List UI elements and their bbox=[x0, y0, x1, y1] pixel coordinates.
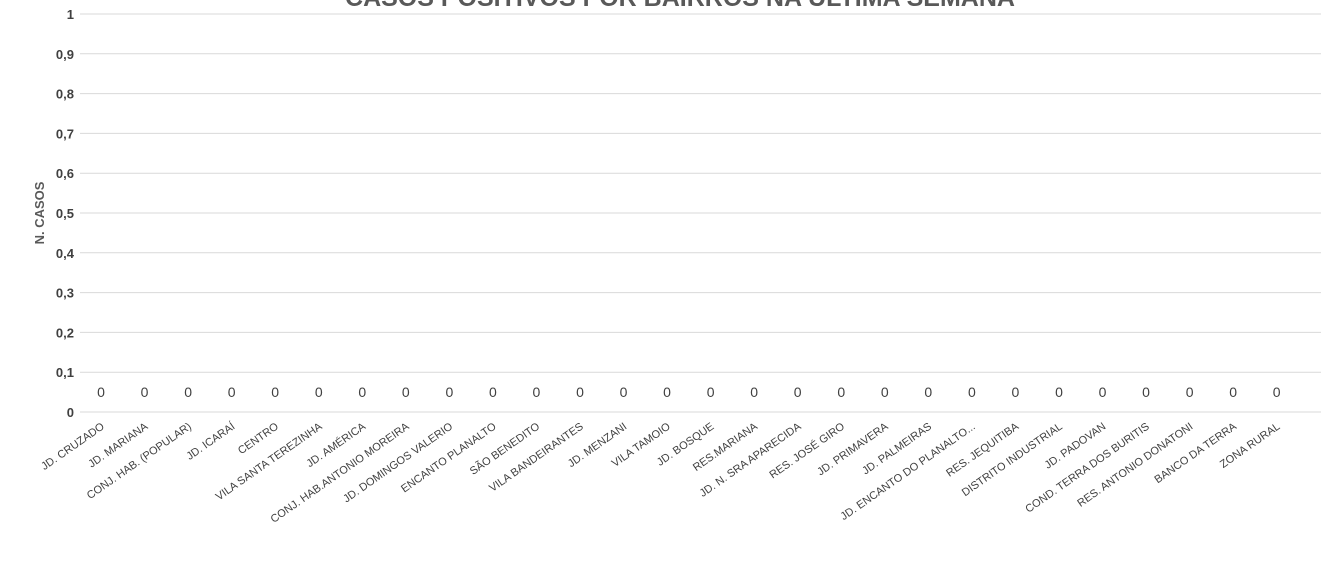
y-tick-label: 0,8 bbox=[56, 87, 74, 102]
data-label: 0 bbox=[1055, 384, 1063, 400]
x-category-label: JD. ICARAÍ bbox=[184, 419, 238, 462]
x-category-label: RES. JOSÉ GIRO bbox=[767, 420, 847, 482]
x-category-label: SÃO BENEDITO bbox=[467, 420, 542, 478]
y-tick-label: 0,4 bbox=[56, 246, 75, 261]
data-label: 0 bbox=[837, 384, 845, 400]
data-label: 0 bbox=[358, 384, 366, 400]
data-label: 0 bbox=[184, 384, 192, 400]
data-label: 0 bbox=[750, 384, 758, 400]
data-label: 0 bbox=[445, 384, 453, 400]
y-tick-label: 0,1 bbox=[56, 365, 74, 380]
gridlines bbox=[80, 13, 1321, 413]
data-label: 0 bbox=[1229, 384, 1237, 400]
y-tick-label: 0 bbox=[67, 405, 74, 420]
y-tick-label: 0,3 bbox=[56, 286, 74, 301]
y-tick-label: 0,6 bbox=[56, 166, 74, 181]
data-label: 0 bbox=[924, 384, 932, 400]
data-label: 0 bbox=[533, 384, 541, 400]
x-category-label: RES. JEQUITIBA bbox=[944, 420, 1022, 479]
y-axis-ticks: 0 0,1 0,2 0,3 0,4 0,5 0,6 0,7 0,8 0,9 1 bbox=[56, 7, 75, 420]
y-tick-label: 0,7 bbox=[56, 126, 74, 141]
data-labels: 0 0 0 0 0 0 0 0 0 0 0 0 0 0 0 0 0 0 0 0 0 0 0 0 0 0 0 0 bbox=[97, 384, 1281, 400]
data-label: 0 bbox=[707, 384, 715, 400]
data-label: 0 bbox=[663, 384, 671, 400]
data-label: 0 bbox=[794, 384, 802, 400]
data-label: 0 bbox=[315, 384, 323, 400]
data-label: 0 bbox=[881, 384, 889, 400]
data-label: 0 bbox=[1186, 384, 1194, 400]
data-label: 0 bbox=[1273, 384, 1281, 400]
data-label: 0 bbox=[968, 384, 976, 400]
data-label: 0 bbox=[1012, 384, 1020, 400]
data-label: 0 bbox=[271, 384, 279, 400]
data-label: 0 bbox=[141, 384, 149, 400]
y-tick-label: 0,5 bbox=[56, 206, 74, 221]
data-label: 0 bbox=[1142, 384, 1150, 400]
y-tick-label: 0,2 bbox=[56, 325, 74, 340]
data-label: 0 bbox=[576, 384, 584, 400]
chart-title: CASOS POSITIVOS POR BAIRROS NA ÚLTIMA SE… bbox=[345, 0, 1015, 12]
data-label: 0 bbox=[97, 384, 105, 400]
data-label: 0 bbox=[228, 384, 236, 400]
y-axis-label: N. CASOS bbox=[32, 181, 47, 244]
x-category-label: BANCO DA TERRA bbox=[1153, 420, 1240, 486]
data-label: 0 bbox=[620, 384, 628, 400]
y-tick-label: 1 bbox=[67, 7, 74, 22]
y-tick-label: 0,9 bbox=[56, 47, 74, 62]
data-label: 0 bbox=[1099, 384, 1107, 400]
data-label: 0 bbox=[402, 384, 410, 400]
data-label: 0 bbox=[489, 384, 497, 400]
